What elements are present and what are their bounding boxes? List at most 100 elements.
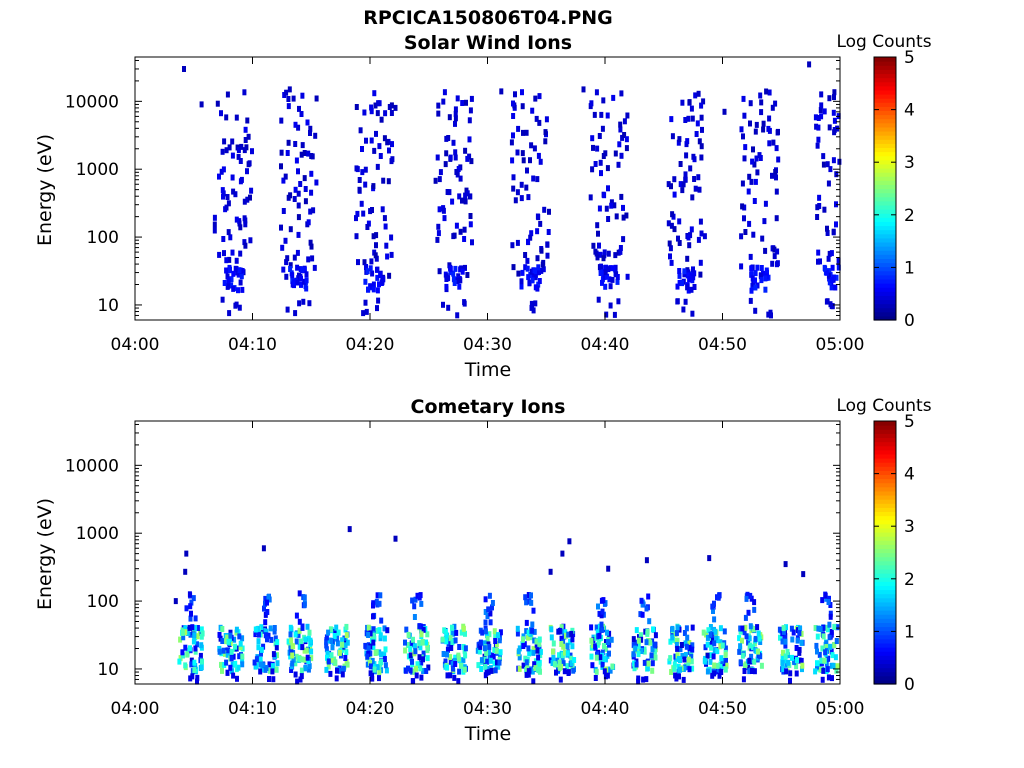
spectrogram-pixel [527, 279, 532, 286]
spectrogram-pixel [594, 668, 599, 675]
spectrogram-pixel [182, 66, 186, 72]
colorbar-tick-label: 0 [904, 311, 915, 331]
spectrogram-pixel [299, 111, 304, 117]
spectrogram-pixel [697, 138, 702, 145]
spectrogram-pixel [483, 672, 488, 679]
spectrogram-pixel [566, 669, 571, 676]
spectrogram-pixel [780, 638, 785, 645]
spectrogram-pixel [547, 208, 551, 215]
spectrogram-pixel [222, 138, 227, 145]
spectrogram-pixel [199, 626, 204, 633]
spectrogram-pixel [292, 279, 296, 286]
spectrogram-pixel [605, 273, 610, 280]
spectrogram-pixel [694, 131, 699, 137]
spectrogram-pixel [834, 274, 839, 281]
spectrogram-pixel [531, 649, 536, 656]
spectrogram-pixel [740, 652, 745, 659]
y-tick-label: 10000 [65, 92, 119, 112]
spectrogram-pixel [300, 92, 305, 99]
spectrogram-pixel [250, 148, 254, 155]
spectrogram-pixel [292, 196, 297, 202]
spectrogram-pixel [595, 254, 600, 261]
spectrogram-pixel [565, 663, 570, 670]
spectrogram-pixel [524, 671, 529, 678]
spectrogram-pixel [444, 638, 449, 645]
spectrogram-pixel [711, 608, 715, 614]
spectrogram-pixel [237, 633, 242, 640]
spectrogram-pixel [370, 270, 375, 277]
spectrogram-pixel [531, 607, 536, 614]
spectrogram-pixel [827, 621, 832, 628]
spectrogram-pixel [341, 665, 346, 672]
spectrogram-pixel [418, 644, 423, 651]
figure-title: RPCICA150806T04.PNG [363, 7, 613, 29]
spectrogram-pixel [294, 157, 299, 164]
spectrogram-pixel [226, 282, 231, 289]
spectrogram-pixel [715, 662, 720, 669]
spectrogram-pixel [816, 249, 821, 256]
colorbar-tick-label: 5 [904, 48, 915, 68]
spectrogram-pixel [528, 272, 533, 278]
spectrogram-pixel [483, 596, 488, 603]
spectrogram-pixel [625, 273, 630, 280]
spectrogram-pixel [705, 634, 710, 641]
spectrogram-pixel [689, 653, 694, 660]
spectrogram-pixel [740, 637, 744, 644]
spectrogram-pixel [652, 648, 657, 655]
spectrogram-pixel [465, 155, 470, 162]
spectrogram-pixel [754, 155, 759, 162]
spectrogram-pixel [258, 661, 263, 668]
spectrogram-pixel [441, 301, 445, 308]
spectrogram-pixel [568, 638, 573, 645]
spectrogram-pixel [536, 264, 541, 271]
spectrogram-pixel [343, 655, 348, 661]
spectrogram-pixel [815, 142, 820, 149]
spectrogram-pixel [618, 126, 623, 133]
spectrogram-pixel [631, 636, 636, 643]
spectrogram-pixel [756, 648, 760, 655]
spectrogram-pixel [707, 555, 712, 562]
spectrogram-pixel [783, 653, 788, 660]
spectrogram-pixel [530, 277, 535, 284]
spectrogram-pixel [652, 641, 657, 648]
spectrogram-pixel [723, 651, 728, 658]
spectrogram-pixel [718, 639, 723, 646]
spectrogram-pixel [304, 647, 309, 654]
spectrogram-pixel [433, 177, 438, 184]
spectrogram-pixel [368, 283, 373, 290]
spectrogram-pixel [748, 623, 753, 630]
spectrogram-pixel [755, 264, 760, 271]
spectrogram-pixel [357, 177, 362, 183]
spectrogram-pixel [827, 268, 832, 275]
spectrogram-pixel [425, 631, 430, 638]
spectrogram-pixel [535, 176, 540, 183]
spectrogram-pixel [763, 247, 768, 254]
spectrogram-pixel [683, 117, 688, 123]
y-axis-label: Energy (eV) [34, 498, 56, 610]
spectrogram-pixel [737, 635, 742, 642]
spectrogram-pixel [784, 668, 789, 675]
spectrogram-pixel [653, 632, 658, 639]
spectrogram-pixel [559, 624, 564, 631]
x-tick-label: 04:00 [111, 335, 160, 355]
spectrogram-pixel [486, 669, 491, 676]
spectrogram-pixel [667, 658, 672, 665]
spectrogram-pixel [826, 272, 831, 279]
spectrogram-pixel [288, 631, 293, 638]
spectrogram-pixel [462, 300, 467, 307]
spectrogram-pixel [684, 643, 689, 650]
spectrogram-pixel [455, 95, 460, 102]
y-tick-label: 10000 [65, 456, 119, 476]
spectrogram-pixel [690, 310, 695, 317]
spectrogram-pixel [770, 172, 774, 179]
spectrogram-pixel [363, 299, 368, 306]
spectrogram-pixel [284, 259, 289, 266]
spectrogram-pixel [681, 306, 686, 313]
spectrogram-pixel [690, 624, 695, 631]
spectrogram-pixel [831, 274, 836, 281]
spectrogram-pixel [366, 624, 371, 631]
spectrogram-pixel [669, 116, 674, 123]
spectrogram-pixel [539, 247, 544, 254]
spectrogram-pixel [738, 628, 743, 635]
spectrogram-pixel [413, 648, 418, 655]
